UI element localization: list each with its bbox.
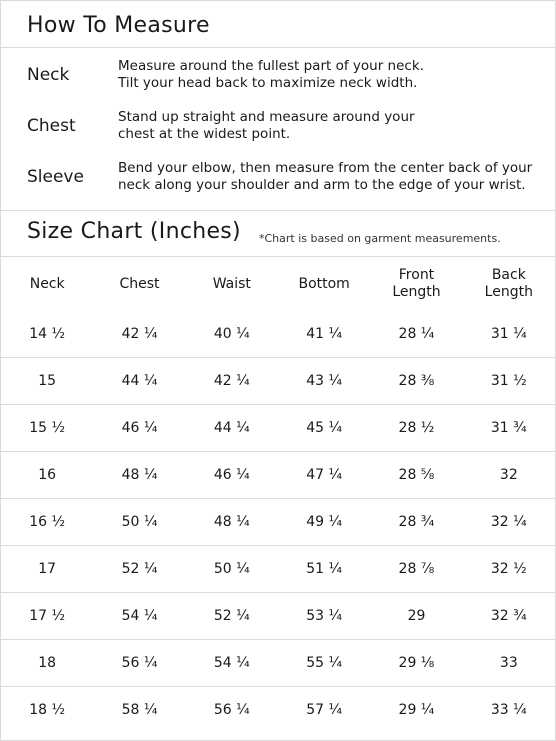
measure-label: Neck <box>27 65 70 85</box>
cell-waist: 52 ¼ <box>213 608 250 624</box>
measure-label: Chest <box>27 116 76 136</box>
cell-neck: 15 <box>38 373 57 389</box>
cell-front-length: 29 <box>407 608 426 624</box>
description-line: chest at the widest point. <box>118 126 291 142</box>
cell-front-length: 28 ¾ <box>398 514 435 530</box>
cell-front-length: 29 ¼ <box>398 702 435 718</box>
how-to-measure-title: How To Measure <box>27 13 210 38</box>
cell-neck: 16 <box>38 467 57 483</box>
cell-neck: 18 <box>38 655 57 671</box>
cell-front-length: 28 ⅞ <box>398 561 435 577</box>
size-chart-table: Neck Chest Waist Bottom Front Length Bac… <box>1 257 555 733</box>
cell-back-length: 33 <box>499 655 518 671</box>
cell-front-length: 28 ¼ <box>398 326 435 342</box>
measure-row-chest: Chest Stand up straight and measure arou… <box>1 108 555 158</box>
cell-back-length: 31 ½ <box>490 373 527 389</box>
cell-back-length: 32 ¾ <box>490 608 527 624</box>
size-chart-title: Size Chart (Inches) <box>27 219 241 244</box>
cell-neck: 18 ½ <box>29 702 66 718</box>
measure-row-neck: Neck Measure around the fullest part of … <box>1 57 555 107</box>
cell-back-length: 33 ¼ <box>490 702 527 718</box>
cell-bottom: 45 ¼ <box>306 420 343 436</box>
table-row: 16 48 ¼ 46 ¼ 47 ¼ 28 ⅝ 32 <box>1 452 555 499</box>
column-header-neck: Neck <box>29 275 65 292</box>
table-row: 18 56 ¼ 54 ¼ 55 ¼ 29 ⅛ 33 <box>1 640 555 687</box>
cell-chest: 54 ¼ <box>121 608 158 624</box>
cell-bottom: 49 ¼ <box>306 514 343 530</box>
measure-label: Sleeve <box>27 167 84 187</box>
description-line: Stand up straight and measure around you… <box>118 109 415 125</box>
description-line: neck along your shoulder and arm to the … <box>118 177 526 193</box>
cell-waist: 54 ¼ <box>213 655 250 671</box>
table-row: 15 ½ 46 ¼ 44 ¼ 45 ¼ 28 ½ 31 ¾ <box>1 405 555 452</box>
cell-chest: 46 ¼ <box>121 420 158 436</box>
divider <box>1 256 555 257</box>
cell-chest: 44 ¼ <box>121 373 158 389</box>
cell-front-length: 28 ⅝ <box>398 467 435 483</box>
cell-waist: 44 ¼ <box>213 420 250 436</box>
cell-back-length: 32 ½ <box>490 561 527 577</box>
description-line: Tilt your head back to maximize neck wid… <box>118 75 418 91</box>
cell-neck: 16 ½ <box>29 514 66 530</box>
cell-front-length: 28 ⅜ <box>398 373 435 389</box>
measure-description: Bend your elbow, then measure from the c… <box>118 160 538 194</box>
cell-bottom: 47 ¼ <box>306 467 343 483</box>
column-header-back-length: Back Length <box>484 267 533 300</box>
table-row: 17 ½ 54 ¼ 52 ¼ 53 ¼ 29 32 ¾ <box>1 593 555 640</box>
cell-chest: 42 ¼ <box>121 326 158 342</box>
cell-chest: 50 ¼ <box>121 514 158 530</box>
table-row: 14 ½ 42 ¼ 40 ¼ 41 ¼ 28 ¼ 31 ¼ <box>1 311 555 358</box>
table-row: 16 ½ 50 ¼ 48 ¼ 49 ¼ 28 ¾ 32 ¼ <box>1 499 555 546</box>
cell-neck: 14 ½ <box>29 326 66 342</box>
cell-bottom: 51 ¼ <box>306 561 343 577</box>
cell-back-length: 31 ¾ <box>490 420 527 436</box>
cell-waist: 46 ¼ <box>213 467 250 483</box>
cell-back-length: 31 ¼ <box>490 326 527 342</box>
column-header-waist: Waist <box>212 275 251 292</box>
table-header-row: Neck Chest Waist Bottom Front Length Bac… <box>1 257 555 311</box>
cell-waist: 56 ¼ <box>213 702 250 718</box>
cell-bottom: 43 ¼ <box>306 373 343 389</box>
cell-bottom: 57 ¼ <box>306 702 343 718</box>
cell-neck: 17 ½ <box>29 608 66 624</box>
measure-description: Stand up straight and measure around you… <box>118 109 538 143</box>
cell-back-length: 32 <box>499 467 518 483</box>
cell-bottom: 53 ¼ <box>306 608 343 624</box>
cell-waist: 50 ¼ <box>213 561 250 577</box>
column-header-chest: Chest <box>119 275 160 292</box>
divider <box>1 47 555 48</box>
cell-front-length: 28 ½ <box>398 420 435 436</box>
cell-bottom: 55 ¼ <box>306 655 343 671</box>
table-row: 15 44 ¼ 42 ¼ 43 ¼ 28 ⅜ 31 ½ <box>1 358 555 405</box>
cell-waist: 40 ¼ <box>213 326 250 342</box>
cell-neck: 15 ½ <box>29 420 66 436</box>
cell-waist: 48 ¼ <box>213 514 250 530</box>
cell-waist: 42 ¼ <box>213 373 250 389</box>
cell-chest: 48 ¼ <box>121 467 158 483</box>
column-header-bottom: Bottom <box>298 275 350 292</box>
description-line: Measure around the fullest part of your … <box>118 58 424 74</box>
column-header-front-length: Front Length <box>392 267 441 300</box>
cell-bottom: 41 ¼ <box>306 326 343 342</box>
table-row: 17 52 ¼ 50 ¼ 51 ¼ 28 ⅞ 32 ½ <box>1 546 555 593</box>
measure-description: Measure around the fullest part of your … <box>118 58 538 92</box>
measure-row-sleeve: Sleeve Bend your elbow, then measure fro… <box>1 159 555 209</box>
divider <box>1 210 555 211</box>
description-line: Bend your elbow, then measure from the c… <box>118 160 533 176</box>
cell-chest: 58 ¼ <box>121 702 158 718</box>
size-chart-note: *Chart is based on garment measurements. <box>259 232 501 245</box>
table-row: 18 ½ 58 ¼ 56 ¼ 57 ¼ 29 ¼ 33 ¼ <box>1 687 555 734</box>
cell-front-length: 29 ⅛ <box>398 655 435 671</box>
cell-chest: 56 ¼ <box>121 655 158 671</box>
cell-neck: 17 <box>38 561 57 577</box>
cell-chest: 52 ¼ <box>121 561 158 577</box>
cell-back-length: 32 ¼ <box>490 514 527 530</box>
